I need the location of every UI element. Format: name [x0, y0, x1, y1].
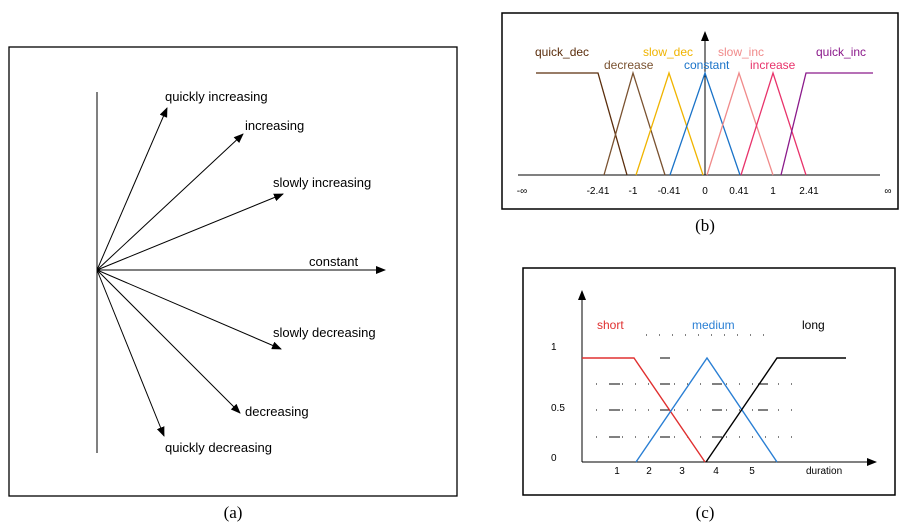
- set-label-quick-dec: quick_dec: [535, 45, 589, 59]
- panel-c-guide-grid: [596, 334, 800, 438]
- set-label-slow-inc: slow_inc: [718, 45, 764, 59]
- panel-b: quick_dec decrease slow_dec constant slo…: [501, 12, 899, 235]
- set-label-slow-dec: slow_dec: [643, 45, 693, 59]
- arrow-quickly-increasing: [96, 107, 168, 271]
- caption-c: (c): [696, 503, 715, 522]
- label-quickly-decreasing: quickly decreasing: [165, 440, 272, 455]
- arrow-slowly-increasing: [96, 193, 284, 271]
- panel-b-frame: [501, 12, 899, 210]
- mf-quick-dec: [536, 72, 628, 176]
- mf-increase: [740, 70, 807, 176]
- label-quickly-increasing: quickly increasing: [165, 89, 268, 104]
- arrow-slowly-decreasing: [96, 269, 282, 350]
- set-label-decrease: decrease: [604, 58, 654, 72]
- mf-short: [582, 357, 706, 463]
- c-xtick-3: 3: [679, 466, 685, 477]
- panel-c-dash-marks: [610, 357, 768, 438]
- c-xtick-5: 5: [749, 466, 755, 477]
- c-xtick-2: 2: [646, 466, 652, 477]
- b-tick-0: 0: [702, 186, 708, 197]
- label-slowly-decreasing: slowly decreasing: [273, 325, 376, 340]
- b-tick-neg-inf: -∞: [517, 186, 527, 197]
- panel-c-frame: [522, 267, 896, 496]
- mf-slow-dec: [635, 70, 704, 176]
- mf-decrease: [603, 70, 666, 176]
- c-xtick-4: 4: [713, 466, 719, 477]
- label-slowly-increasing: slowly increasing: [273, 175, 371, 190]
- set-label-constant: constant: [684, 58, 730, 72]
- mf-long: [705, 357, 846, 463]
- set-label-medium: medium: [692, 318, 735, 332]
- caption-b: (b): [695, 216, 715, 235]
- panel-a: quickly increasing increasing slowly inc…: [8, 46, 458, 522]
- b-tick-1: 1: [770, 186, 776, 197]
- label-decreasing: decreasing: [245, 404, 309, 419]
- arrow-increasing: [96, 133, 244, 271]
- c-ytick-1: 1: [551, 342, 557, 353]
- arrow-quickly-decreasing: [96, 269, 165, 437]
- set-label-increase: increase: [750, 58, 796, 72]
- c-ytick-0-5: 0.5: [551, 403, 565, 414]
- mf-quick-inc: [780, 72, 873, 176]
- mf-medium: [635, 356, 778, 463]
- b-tick-pos-inf: ∞: [884, 186, 891, 197]
- b-tick-neg-2-41: -2.41: [587, 186, 610, 197]
- arrow-decreasing: [96, 269, 241, 414]
- c-ytick-0: 0: [551, 453, 557, 464]
- label-constant: constant: [309, 254, 359, 269]
- b-tick-2-41: 2.41: [799, 186, 819, 197]
- b-tick-0-41: 0.41: [729, 186, 749, 197]
- panel-c: short medium long 1 0.5 0 1 2 3 4 5 dura…: [522, 267, 896, 522]
- mf-constant: [669, 70, 741, 176]
- label-increasing: increasing: [245, 118, 304, 133]
- set-label-short: short: [597, 318, 624, 332]
- c-xlabel: duration: [806, 466, 842, 477]
- set-label-quick-inc: quick_inc: [816, 45, 866, 59]
- panel-a-frame: [8, 46, 458, 497]
- set-label-long: long: [802, 318, 825, 332]
- caption-a: (a): [224, 503, 243, 522]
- mf-slow-inc: [706, 70, 774, 176]
- c-xtick-1: 1: [614, 466, 620, 477]
- b-tick-neg-0-41: -0.41: [658, 186, 681, 197]
- b-tick-neg-1: -1: [629, 186, 638, 197]
